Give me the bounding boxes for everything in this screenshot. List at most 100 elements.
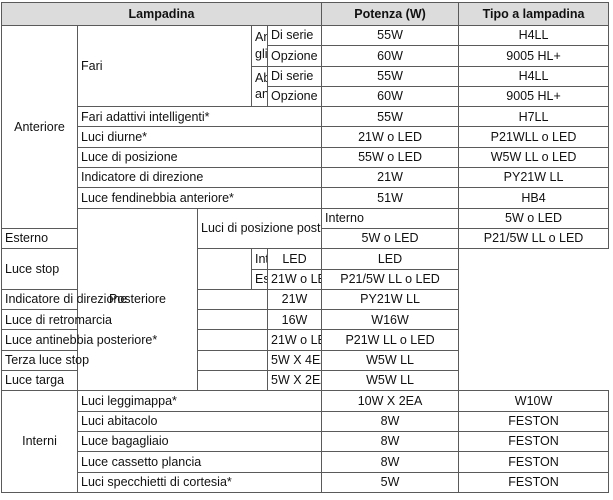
table-row: Luce targa 5W X 2EA W5W LL <box>1 370 609 392</box>
row-label-high-beam: Abbagli anti <box>251 65 268 108</box>
variant-standard: Di serie <box>266 24 323 47</box>
row-label: Luce cassetto plancia <box>76 451 323 473</box>
power-value: 5W o LED <box>321 227 460 250</box>
table-row: Indicatore di direzione 21W PY21W LL <box>2 167 610 189</box>
power-value: 16W <box>266 309 323 331</box>
row-label-fari: Fari <box>77 24 252 108</box>
table-row: Luce di posizione 55W o LED W5W LL o LED <box>2 146 610 169</box>
section-front: Anteriore <box>1 25 78 229</box>
power-value: 55W <box>321 106 460 128</box>
table-row: Luce di retromarcia 16W W16W <box>1 309 609 331</box>
power-value: 5W <box>321 471 460 494</box>
table-row: Luci specchietti di cortesia* 5W FESTON <box>2 471 610 494</box>
variant-outer: Esterno <box>1 227 78 250</box>
power-value: 60W <box>321 85 460 108</box>
type-value: PY21W LL <box>321 288 460 311</box>
type-value: FESTON <box>458 430 610 453</box>
variant-option: Opzione <box>266 45 323 67</box>
table-row: Posteriore Luci di posizione posteriori … <box>2 207 610 392</box>
row-label: Luce bagagliaio <box>76 430 323 453</box>
type-value: FESTON <box>458 451 610 473</box>
variant-inner: Interno <box>321 207 460 229</box>
table-row: Luci abitacolo 8W FESTON <box>2 410 610 432</box>
row-label: Terza luce stop <box>1 349 268 372</box>
power-value: 8W <box>321 430 460 453</box>
row-label: Luce di retromarcia <box>1 309 268 331</box>
type-value: P21WLL o LED <box>458 126 610 148</box>
table-row: Luce bagagliaio 8W FESTON <box>2 430 610 453</box>
type-value: 9005 HL+ <box>458 45 610 67</box>
row-label: Luce fendinebbia anteriore* <box>76 187 323 209</box>
row-label: Luci specchietti di cortesia* <box>76 471 323 494</box>
power-value: 55W o LED <box>321 146 460 169</box>
type-value: W10W <box>458 390 610 412</box>
table-row: Esterno 5W o LED P21/5W LL o LED <box>1 227 610 250</box>
table-row: Fari adattivi intelligenti* 55W H7LL <box>2 106 610 128</box>
type-value: W5W LL <box>321 349 460 372</box>
type-value: P21/5W LL o LED <box>321 268 460 290</box>
type-value: LED <box>321 248 460 270</box>
power-value: LED <box>266 248 323 270</box>
row-label-stop: Luce stop <box>1 248 252 290</box>
table-row: Terza luce stop 5W X 4EA W5W LL <box>1 349 609 372</box>
power-value: 5W o LED <box>458 207 610 229</box>
table-row: Opzione 60W 9005 HL+ <box>2 85 610 108</box>
header-power: Potenza (W) <box>321 2 460 26</box>
power-value: 5W X 4EA <box>266 349 323 372</box>
row-label-rear-position: Luci di posizione posteriori <box>196 207 323 250</box>
power-value: 8W <box>321 451 460 473</box>
type-value: H7LL <box>458 106 610 128</box>
power-value: 60W <box>321 45 460 67</box>
row-label: Luci abitacolo <box>76 410 323 432</box>
power-value: 10W X 2EA <box>321 390 460 412</box>
power-value: 51W <box>321 187 460 209</box>
power-value: 55W <box>321 65 460 87</box>
table-row: Indicatore di direzione 21W PY21W LL <box>1 288 609 311</box>
power-value: 5W X 2EA <box>266 370 323 392</box>
power-value: 21W <box>321 167 460 189</box>
table-row: Luce stop Interno LED LED <box>1 248 609 290</box>
variant-standard: Di serie <box>266 65 323 87</box>
row-label: Indicatore di direzione <box>76 167 323 189</box>
type-value: W5W LL <box>321 370 460 392</box>
type-value: FESTON <box>458 471 610 494</box>
type-value: W5W LL o LED <box>458 146 610 169</box>
type-value: 9005 HL+ <box>458 85 610 108</box>
header-type: Tipo a lampadina <box>458 2 610 26</box>
variant-option: Opzione <box>266 85 323 108</box>
table-row: Luce fendinebbia anteriore* 51W HB4 <box>2 187 610 209</box>
table-row: Abbagli anti Di serie 55W H4LL <box>2 65 610 108</box>
type-value: H4LL <box>458 65 610 87</box>
power-value: 21W o LED <box>266 329 323 351</box>
section-interior: Interni <box>1 390 78 493</box>
table-row: Interni Luci leggimappa* 10W X 2EA W10W <box>1 390 610 493</box>
power-value: 8W <box>321 410 460 432</box>
table-row: Anteriore Fari Anabba glianti Di serie 5… <box>1 24 610 229</box>
row-label-low-beam: Anabba glianti <box>251 25 268 67</box>
power-value: 21W <box>266 288 323 311</box>
row-label: Luce di posizione <box>76 146 323 169</box>
power-value: 55W <box>321 24 460 47</box>
row-label: Luce targa <box>1 370 268 392</box>
header-bulb: Lampadina <box>0 2 323 26</box>
type-value: H4LL <box>458 24 610 47</box>
variant-inner: Interno <box>251 248 268 270</box>
type-value: P21/5W LL o LED <box>458 227 610 250</box>
type-value: FESTON <box>458 410 610 432</box>
row-label: Luci diurne* <box>76 126 323 148</box>
table-row: Luci diurne* 21W o LED P21WLL o LED <box>2 126 610 148</box>
row-label: Fari adattivi intelligenti* <box>76 106 323 128</box>
type-value: PY21W LL <box>458 167 610 189</box>
power-value: 21W o LED <box>321 126 460 148</box>
row-label: Luce antinebbia posteriore* <box>1 329 268 351</box>
bulb-specification-table: Lampadina Potenza (W) Tipo a lampadina A… <box>0 2 610 494</box>
header-row: Lampadina Potenza (W) Tipo a lampadina <box>0 2 610 26</box>
type-value: HB4 <box>458 187 610 209</box>
variant-outer: Esterno <box>251 268 268 290</box>
table-row: Luce cassetto plancia 8W FESTON <box>2 451 610 473</box>
type-value: P21W LL o LED <box>321 329 460 351</box>
row-label: Luci leggimappa* <box>76 390 323 412</box>
type-value: W16W <box>321 309 460 331</box>
power-value: 21W o LED <box>266 268 323 290</box>
table-row: Luce antinebbia posteriore* 21W o LED P2… <box>1 329 609 351</box>
